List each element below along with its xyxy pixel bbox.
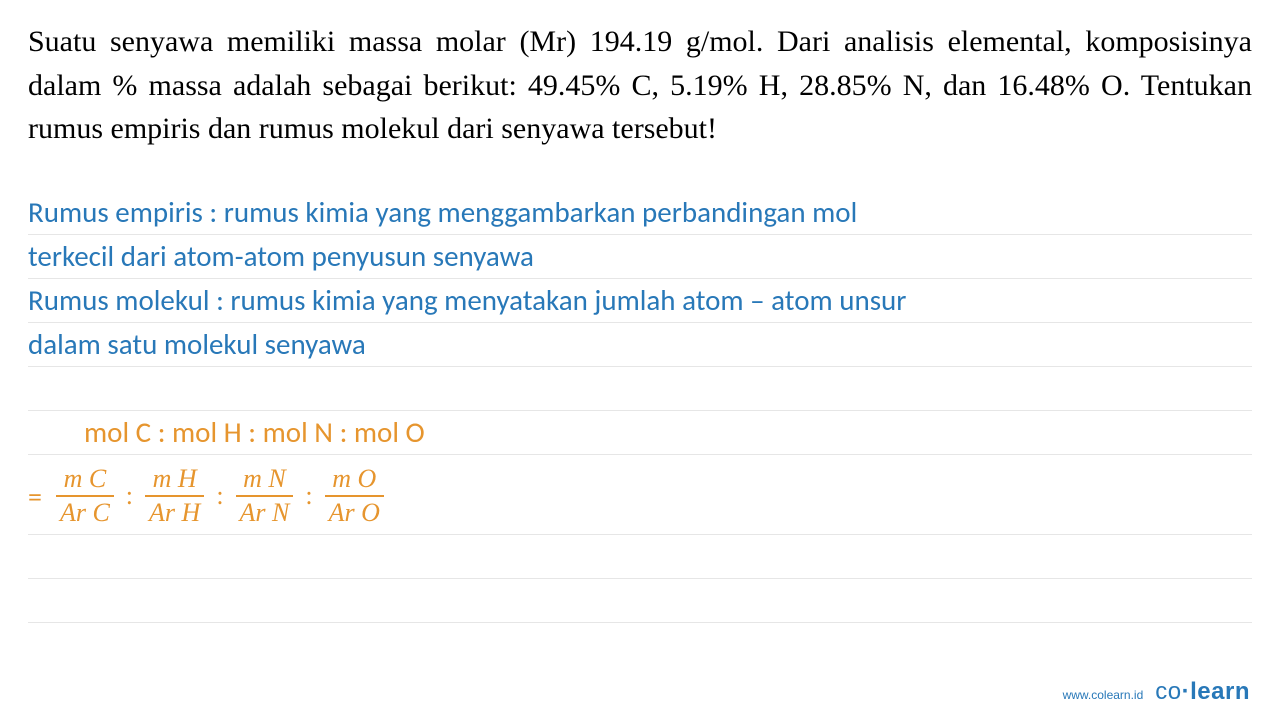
note-line-empty bbox=[28, 535, 1252, 579]
logo-co: co bbox=[1155, 678, 1181, 705]
fraction: m N Ar N bbox=[236, 465, 294, 528]
logo-learn: learn bbox=[1190, 678, 1250, 705]
fraction: m H Ar H bbox=[145, 465, 204, 528]
ratio-separator: : bbox=[126, 481, 133, 511]
fraction-denominator: Ar H bbox=[145, 495, 204, 528]
fraction-denominator: Ar O bbox=[325, 495, 384, 528]
footer-url: www.colearn.id bbox=[1063, 688, 1144, 702]
note-line: dalam satu molekul senyawa bbox=[28, 323, 1252, 367]
fraction: m C Ar C bbox=[56, 465, 114, 528]
formula-heading-line: mol C : mol H : mol N : mol O bbox=[28, 411, 1252, 455]
note-text: dalam satu molekul senyawa bbox=[28, 326, 366, 362]
equals-sign: = bbox=[28, 479, 42, 514]
note-text: terkecil dari atom-atom penyusun senyawa bbox=[28, 238, 534, 274]
notes-area: Rumus empiris : rumus kimia yang menggam… bbox=[28, 191, 1252, 623]
note-text: Rumus molekul : rumus kimia yang menyata… bbox=[28, 282, 906, 318]
note-line: Rumus molekul : rumus kimia yang menyata… bbox=[28, 279, 1252, 323]
fraction-numerator: m C bbox=[60, 465, 111, 496]
logo-dot: · bbox=[1182, 678, 1191, 705]
footer-logo: co·learn bbox=[1155, 678, 1250, 706]
formula-heading: mol C : mol H : mol N : mol O bbox=[28, 414, 425, 450]
formula-row: = m C Ar C : m H Ar H : m N Ar N : m O A… bbox=[28, 457, 386, 532]
note-line-empty bbox=[28, 367, 1252, 411]
note-line: terkecil dari atom-atom penyusun senyawa bbox=[28, 235, 1252, 279]
footer: www.colearn.id co·learn bbox=[1063, 678, 1250, 706]
fraction-denominator: Ar N bbox=[236, 495, 294, 528]
formula-row-line: = m C Ar C : m H Ar H : m N Ar N : m O A… bbox=[28, 455, 1252, 535]
ratio-separator: : bbox=[216, 481, 223, 511]
question-text: Suatu senyawa memiliki massa molar (Mr) … bbox=[28, 20, 1252, 151]
ratio-separator: : bbox=[305, 481, 312, 511]
fraction-numerator: m O bbox=[328, 465, 380, 496]
fraction-numerator: m H bbox=[149, 465, 201, 496]
fraction-numerator: m N bbox=[239, 465, 290, 496]
note-line-empty bbox=[28, 579, 1252, 623]
fraction: m O Ar O bbox=[325, 465, 384, 528]
note-text: Rumus empiris : rumus kimia yang menggam… bbox=[28, 194, 857, 230]
fraction-denominator: Ar C bbox=[56, 495, 114, 528]
note-line: Rumus empiris : rumus kimia yang menggam… bbox=[28, 191, 1252, 235]
